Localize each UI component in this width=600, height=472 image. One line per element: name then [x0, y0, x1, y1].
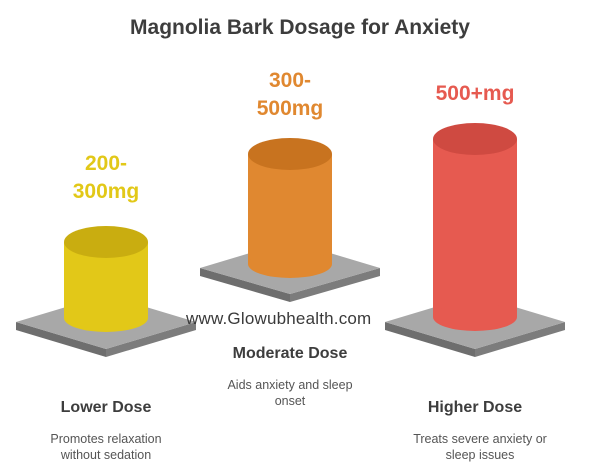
high-dose-platform-side-right [475, 322, 565, 357]
moderate-dose-cylinder-body [248, 154, 332, 264]
high-dose-cylinder-top [433, 123, 517, 155]
moderate-dose-cylinder-top [248, 138, 332, 170]
high-dose-description: Treats severe anxiety or sleep issues [413, 432, 547, 462]
low-dose-value: 200- 300mg [72, 152, 140, 203]
low-dose-cylinder-top [64, 226, 148, 258]
moderate-dose-description: Aids anxiety and sleep onset [227, 378, 353, 408]
moderate-dose-platform-side-right [290, 268, 380, 302]
page-title: Magnolia Bark Dosage for Anxiety [130, 16, 470, 39]
low-dose-cylinder [64, 226, 148, 332]
high-dose-cylinder [433, 123, 517, 331]
moderate-dose-label: Moderate Dose [232, 345, 348, 362]
moderate-dose-cylinder [248, 138, 332, 278]
watermark-text: www.Glowubhealth.com [186, 309, 372, 328]
low-dose-pedestal [16, 226, 196, 357]
low-dose-platform-side [16, 322, 106, 357]
low-dose-platform-side-right [106, 322, 196, 357]
moderate-dose-value: 300- 500mg [256, 69, 324, 120]
high-dose-cylinder-body [433, 139, 517, 317]
high-dose-cylinder-bottom [433, 303, 517, 331]
moderate-dose-pedestal [200, 138, 380, 302]
high-dose-platform-side [385, 322, 475, 357]
high-dose-pedestal [385, 123, 565, 357]
moderate-dose-cylinder-bottom [248, 250, 332, 278]
moderate-dose-platform-side [200, 268, 290, 302]
high-dose-value: 500+mg [435, 82, 515, 105]
low-dose-description: Promotes relaxation without sedation [50, 432, 162, 462]
low-dose-label: Lower Dose [60, 399, 152, 416]
low-dose-cylinder-bottom [64, 304, 148, 332]
high-dose-label: Higher Dose [427, 399, 523, 416]
